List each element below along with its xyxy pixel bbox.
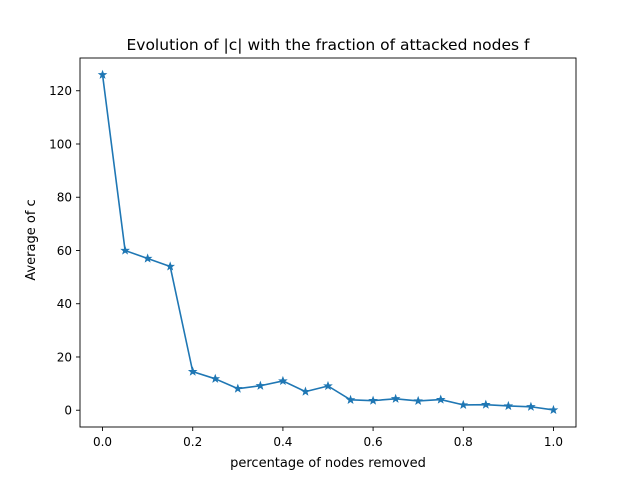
axes-layer: 0.0 0.2 0.4 0.6 0.8 1.0 0 20 40 60 80 100 120 xyxy=(49,57,577,449)
x-tick-label: 0.8 xyxy=(454,435,473,449)
data-point-star xyxy=(390,393,401,403)
data-point-star xyxy=(435,394,446,404)
y-tick-label: 100 xyxy=(49,137,72,151)
data-point-star xyxy=(300,386,311,396)
data-point-star xyxy=(210,373,221,383)
data-point-star xyxy=(345,394,356,404)
data-point-star xyxy=(323,380,333,391)
data-point-star xyxy=(187,366,198,376)
y-tick-label: 80 xyxy=(57,191,72,205)
x-tick-label: 0.4 xyxy=(273,435,292,449)
data-point-star xyxy=(97,69,108,79)
data-point-star xyxy=(503,400,514,411)
x-tick-label: 0.2 xyxy=(183,435,202,449)
data-point-star xyxy=(480,399,491,409)
chart-title: Evolution of |c| with the fraction of at… xyxy=(126,36,530,54)
data-point-star xyxy=(142,253,153,263)
y-tick-label: 20 xyxy=(57,350,72,364)
plot-frame xyxy=(79,57,577,428)
data-point-star xyxy=(548,404,559,415)
x-tick-label: 1.0 xyxy=(544,435,563,449)
data-point-star xyxy=(255,380,266,390)
y-tick-label: 120 xyxy=(49,84,72,98)
data-point-star xyxy=(120,245,130,255)
data-point-star xyxy=(413,395,424,406)
data-point-star xyxy=(232,383,243,393)
x-tick-label: 0.6 xyxy=(364,435,383,449)
data-point-star xyxy=(278,375,288,386)
y-axis-label: Average of c xyxy=(24,199,39,280)
plot-layer xyxy=(97,69,559,415)
data-point-star xyxy=(526,401,536,411)
data-point-star xyxy=(458,399,469,410)
data-point-star xyxy=(165,261,176,271)
x-axis-label: percentage of nodes removed xyxy=(230,456,426,471)
x-tick-label: 0.0 xyxy=(93,435,112,449)
y-tick-label: 60 xyxy=(57,244,72,258)
series-line-0 xyxy=(101,74,554,411)
y-tick-label: 0 xyxy=(64,404,72,418)
y-tick-label: 40 xyxy=(57,297,72,311)
data-point-star xyxy=(368,395,378,405)
